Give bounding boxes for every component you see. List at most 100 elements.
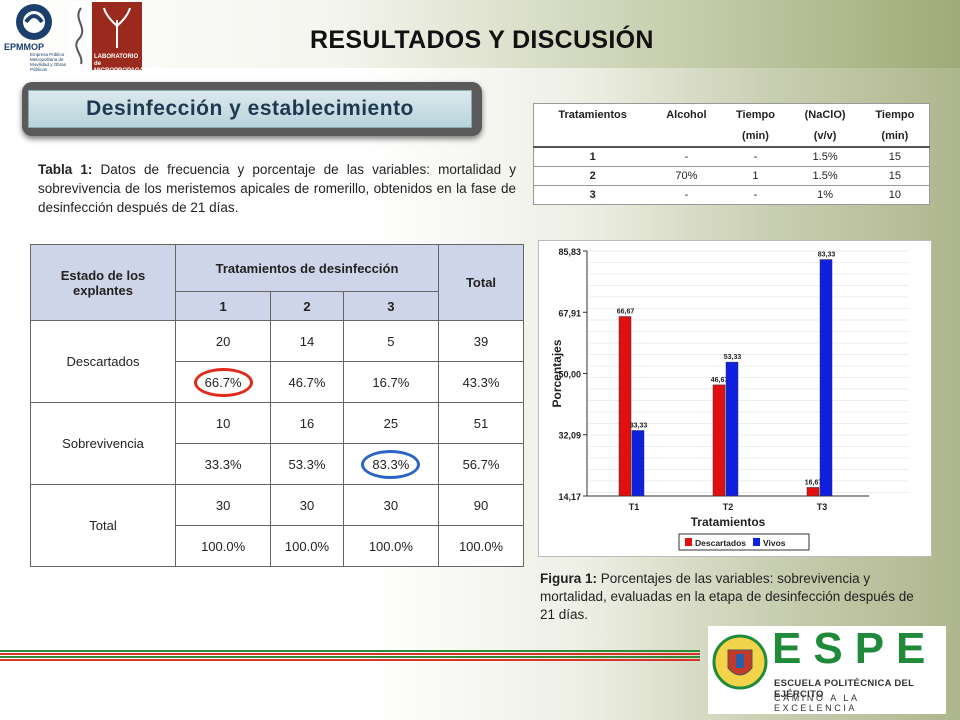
y-tick-label: 14,17 xyxy=(558,492,581,502)
espe-logo: ESPE ESCUELA POLITÉCNICA DEL EJÉRCITO CA… xyxy=(708,624,946,714)
table-cell: 15 xyxy=(860,146,930,167)
table-row: 33.3% 53.3% 83.3% 56.7% xyxy=(31,443,524,485)
header-treatment-1: 1 xyxy=(174,291,272,321)
row-label: Descartados xyxy=(30,320,176,403)
table-cell: 10 xyxy=(174,402,272,444)
table-cell: 46.7% xyxy=(270,361,344,403)
treatments-header-cell: Tiempo xyxy=(875,108,915,121)
figure-caption-label: Figura 1: xyxy=(540,571,598,586)
espe-emblem-icon xyxy=(712,634,768,690)
espe-letters: ESPE xyxy=(772,624,938,673)
epmmop-logo: EPMMOP Empresa Pública Metropolitana de … xyxy=(4,2,67,72)
table-caption-text: Datos de frecuencia y porcentaje de las … xyxy=(38,162,516,215)
table-row: Descartados 20 14 5 39 xyxy=(30,320,524,403)
table-cell: 33.3% xyxy=(174,443,272,485)
y-tick-label: 67,91 xyxy=(558,308,581,318)
x-axis-label: Tratamientos xyxy=(691,515,766,529)
table-cell: - xyxy=(721,185,790,205)
table-cell: 1.5% xyxy=(789,166,861,186)
treatments-header-cell: (NaClO) xyxy=(804,108,846,121)
table-cell: 1 xyxy=(721,166,790,186)
x-tick-label: T3 xyxy=(817,502,828,512)
epmmop-logo-name: EPMMOP xyxy=(4,42,45,52)
bar xyxy=(618,316,632,497)
table-cell: 10 xyxy=(860,185,930,205)
table-cell: 100.0% xyxy=(342,525,440,567)
row-label: Total xyxy=(30,484,176,567)
table-cell-highlighted: 66.7% xyxy=(174,361,272,403)
table-cell: 30 xyxy=(270,484,344,526)
x-tick-label: T1 xyxy=(629,502,640,512)
bar-chart: 85,83 67,91 50,00 32,09 14,17 Porcentajes T1 66… xyxy=(538,240,932,557)
data-label: 83,33 xyxy=(818,252,836,259)
espe-motto: CAMINO A LA EXCELENCIA xyxy=(774,693,860,713)
table-cell: 56.7% xyxy=(438,443,524,485)
table-cell: 30 xyxy=(342,484,440,526)
table-caption-label: Tabla 1: xyxy=(38,162,93,177)
epmmop-emblem-icon xyxy=(16,4,52,40)
table-cell-highlighted: 83.3% xyxy=(342,443,440,485)
y-tick-label: 50,00 xyxy=(558,370,581,380)
table-cell: 30 xyxy=(174,484,272,526)
epmmop-logo-subtitle: Empresa Pública Metropolitana de Movilid… xyxy=(30,52,67,72)
table-cell: - xyxy=(651,185,722,205)
lab-logo-name: LABORATORIO de MICROPROPAGACIÓN xyxy=(94,54,159,74)
y-tick-label: 32,09 xyxy=(558,431,581,441)
x-tick-label: T2 xyxy=(723,502,734,512)
bar xyxy=(712,384,726,497)
highlight-circle-blue: 83.3% xyxy=(361,449,421,479)
legend-box xyxy=(678,533,810,551)
treatments-header-row: (min) (v/v) (min) xyxy=(533,125,930,148)
data-label: 66,67 xyxy=(617,309,635,316)
highlight-circle-red: 66.7% xyxy=(193,367,253,397)
table-row: 3 - - 1% 10 xyxy=(533,185,930,205)
data-label: 16,67 xyxy=(805,479,823,486)
table-cell: 100.0% xyxy=(438,525,524,567)
table-cell: - xyxy=(651,146,722,167)
table-cell: 1% xyxy=(789,185,861,205)
section-title: Desinfección y establecimiento xyxy=(86,97,414,120)
table-cell: 5 xyxy=(342,320,440,362)
treatments-header-cell xyxy=(533,125,652,148)
bar-chart-svg: 85,83 67,91 50,00 32,09 14,17 Porcentajes T1 66… xyxy=(550,247,909,551)
table-caption: Tabla 1: Datos de frecuencia y porcentaj… xyxy=(38,160,516,217)
table-cell: 14 xyxy=(270,320,344,362)
page-title: RESULTADOS Y DISCUSIÓN xyxy=(310,26,654,54)
bar xyxy=(806,487,820,497)
table-row: 66.7% 46.7% 16.7% 43.3% xyxy=(31,361,524,403)
section-banner-inner: Desinfección y establecimiento xyxy=(28,90,472,128)
treatments-header-cell: Tiempo xyxy=(736,108,775,121)
table-row: 100.0% 100.0% 100.0% 100.0% xyxy=(31,525,524,567)
table-cell: 70% xyxy=(651,166,722,186)
table-row: Total 30 30 30 90 xyxy=(30,484,524,567)
header-treatments: Tratamientos de desinfección xyxy=(175,244,439,292)
table-cell: 53.3% xyxy=(270,443,344,485)
y-axis-label: Porcentajes xyxy=(550,339,564,407)
lab-logo-panel xyxy=(92,2,142,70)
espe-school-name: ESCUELA POLITÉCNICA DEL EJÉRCITO xyxy=(774,678,915,700)
figure-caption-text: Porcentajes de las variables: sobreviven… xyxy=(540,571,914,622)
data-label: 53,33 xyxy=(724,354,742,361)
header-treatment-2: 2 xyxy=(270,291,344,321)
table-cell: 3 xyxy=(533,185,652,205)
bar xyxy=(819,259,833,497)
legend-label: Descartados xyxy=(695,538,746,548)
header-treatment-3: 3 xyxy=(342,291,440,321)
table-cell: 16 xyxy=(270,402,344,444)
treatments-header-cell xyxy=(651,125,722,148)
table-row: Sobrevivencia 10 16 25 51 xyxy=(30,402,524,485)
table-cell: 51 xyxy=(438,402,524,444)
section-banner: Desinfección y establecimiento xyxy=(22,82,482,136)
y-tick-label: 85,83 xyxy=(558,247,581,257)
table-cell: 39 xyxy=(438,320,524,362)
table-cell: - xyxy=(721,146,790,167)
results-header-row: Estado de los explantes Tratamientos de … xyxy=(30,244,524,321)
table-cell: 90 xyxy=(438,484,524,526)
results-subheader-row: 1 2 3 xyxy=(31,291,524,321)
table-cell: 43.3% xyxy=(438,361,524,403)
results-table: Estado de los explantes Tratamientos de … xyxy=(30,244,524,567)
treatments-table: Tratamientos Alcohol Tiempo (NaClO) Tiem… xyxy=(533,103,930,205)
table-cell: 2 xyxy=(533,166,652,186)
table-cell: 16.7% xyxy=(342,361,440,403)
legend-swatch xyxy=(685,538,692,546)
